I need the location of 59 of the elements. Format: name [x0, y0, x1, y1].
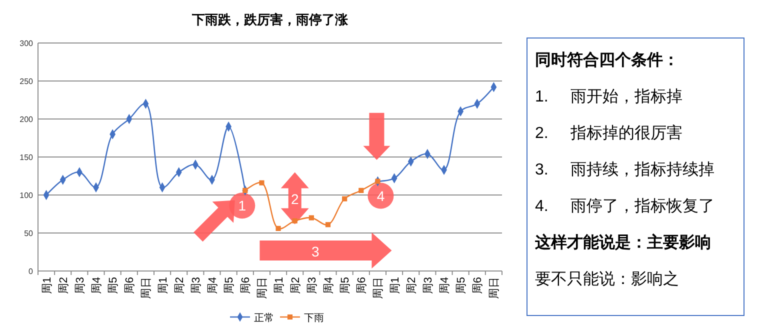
x-tick-label: 周4: [439, 277, 451, 294]
x-tick-label: 周3: [190, 277, 202, 294]
x-tick-label: 周5: [456, 277, 468, 294]
x-tick-label: 周4: [91, 277, 103, 294]
x-tick-label: 周1: [157, 277, 170, 294]
annotation: 3: [312, 243, 320, 260]
point: [358, 188, 364, 193]
y-tick-label: 50: [24, 229, 34, 238]
text: 这样才能说是：主要影响: [534, 232, 711, 252]
point: [342, 196, 348, 202]
text: 1. 雨开始，指标掉: [535, 88, 683, 106]
x-tick-label: 周1: [41, 277, 54, 294]
double-arrow: 2: [280, 172, 309, 224]
x-tick-label: 周1: [389, 277, 402, 294]
legend-label: 正常: [254, 312, 274, 324]
x-tick-label: 周日: [488, 277, 501, 299]
x-tick-label: 周2: [174, 277, 186, 294]
point: [292, 218, 298, 224]
text: 同时符合四个条件：: [535, 51, 679, 69]
text: 4. 雨停了，指标恢复了: [535, 197, 715, 215]
x-tick-label: 周6: [356, 277, 368, 294]
down-arrow-with-circle-badge: 4: [363, 112, 394, 209]
y-tick-label: 100: [20, 191, 34, 200]
x-tick-label: 周2: [58, 277, 70, 294]
x-tick-label: 周3: [306, 277, 318, 294]
point: [259, 180, 264, 186]
right-arrow: 3: [260, 232, 392, 268]
x-tick-label: 周2: [406, 277, 418, 294]
x-tick-label: 周1: [273, 277, 286, 294]
y-tick-label: 150: [20, 153, 34, 162]
y-tick-label: 250: [20, 77, 34, 86]
x-tick-label: 周6: [472, 277, 484, 294]
x-tick-label: 周日: [256, 277, 269, 299]
point: [308, 215, 314, 220]
y-tick-label: 200: [20, 115, 34, 124]
text: 3. 雨持续，指标持续掉: [535, 160, 715, 178]
x-tick-label: 周5: [108, 277, 120, 294]
x-tick-label: 周6: [124, 277, 136, 294]
x-tick-label: 周3: [422, 277, 434, 294]
legend-label: 下雨: [304, 313, 324, 324]
point: [325, 222, 331, 228]
annotation: 2: [290, 190, 299, 207]
x-tick-label: 周2: [290, 277, 302, 294]
annotation: 1: [238, 198, 246, 214]
chart-title: 下雨跌，跌厉害，雨停了涨: [191, 12, 349, 27]
text: 要不只能说：影响之: [535, 270, 679, 288]
y-tick-label: 300: [20, 39, 34, 48]
x-tick-label: 周3: [74, 277, 86, 294]
point: [276, 226, 281, 231]
y-tick-label: 0: [28, 267, 34, 276]
x-tick-label: 周4: [207, 277, 219, 294]
x-tick-label: 周6: [240, 277, 252, 294]
x-tick-label: 周5: [224, 277, 236, 294]
x-tick-label: 周5: [340, 277, 352, 294]
x-tick-label: 周4: [323, 277, 335, 294]
text: 2. 指标掉的很厉害: [535, 124, 683, 142]
annotation: 4: [376, 188, 385, 204]
x-tick-label: 周日: [372, 277, 385, 299]
x-tick-label: 周日: [140, 277, 153, 299]
